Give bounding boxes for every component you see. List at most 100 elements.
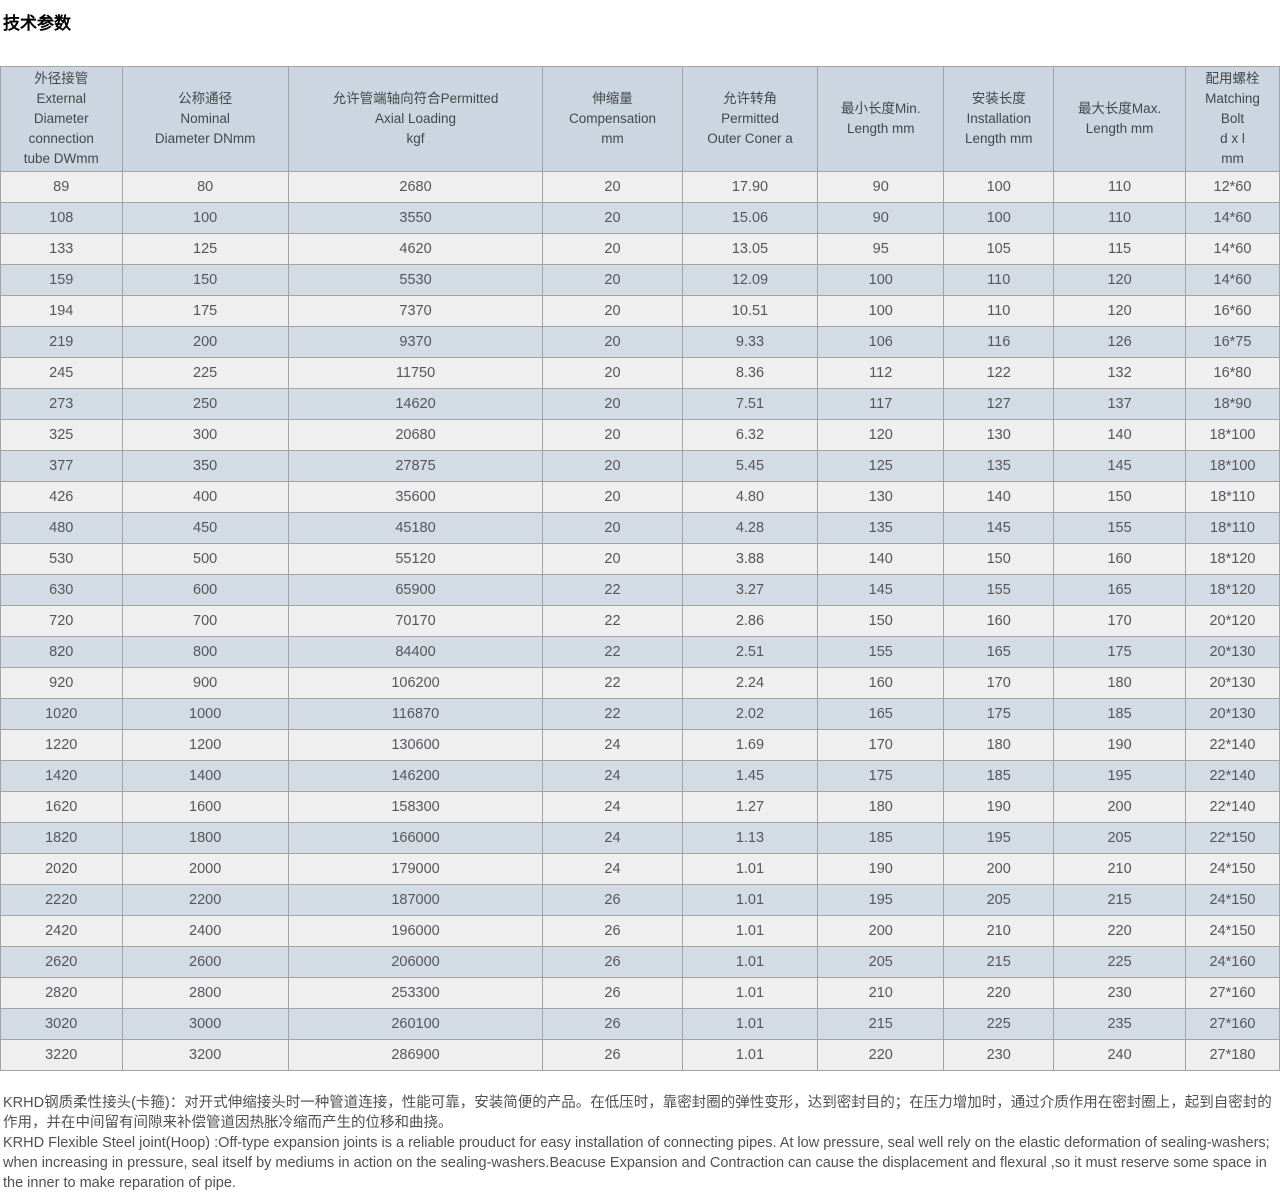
page-title: 技术参数 xyxy=(3,14,71,33)
table-cell: 1.13 xyxy=(681,822,819,854)
table-cell: 530 xyxy=(0,543,123,575)
table-cell: 185 xyxy=(943,760,1055,792)
table-row: 133 125 4620 20 13.05 95 105 115 14*60 xyxy=(0,233,1280,265)
table-cell: 17.90 xyxy=(681,171,819,203)
table-cell: 1.01 xyxy=(681,977,819,1009)
table-cell: 175 xyxy=(817,760,945,792)
table-cell: 195 xyxy=(1053,760,1186,792)
table-cell: 20 xyxy=(542,450,683,482)
table-cell: 1.01 xyxy=(681,915,819,947)
table-cell: 20 xyxy=(542,326,683,358)
table-cell: 1.01 xyxy=(681,884,819,916)
table-cell: 206000 xyxy=(287,946,544,978)
table-cell: 27875 xyxy=(287,450,544,482)
table-cell: 84400 xyxy=(287,636,544,668)
table-cell: 240 xyxy=(1053,1039,1186,1071)
table-cell: 1.27 xyxy=(681,791,819,823)
table-cell: 180 xyxy=(943,729,1055,761)
table-cell: 26 xyxy=(542,915,683,947)
table-row: 920 900 106200 22 2.24 160 170 180 20*130 xyxy=(0,667,1280,699)
table-cell: 219 xyxy=(0,326,123,358)
table-cell: 4.28 xyxy=(681,512,819,544)
table-cell: 126 xyxy=(1053,326,1186,358)
table-cell: 2.51 xyxy=(681,636,819,668)
table-cell: 195 xyxy=(943,822,1055,854)
table-cell: 3.88 xyxy=(681,543,819,575)
table-row: 480 450 45180 20 4.28 135 145 155 18*110 xyxy=(0,512,1280,544)
table-cell: 1400 xyxy=(121,760,289,792)
table-cell: 1.01 xyxy=(681,1008,819,1040)
table-cell: 130600 xyxy=(287,729,544,761)
table-cell: 4620 xyxy=(287,233,544,265)
table-cell: 160 xyxy=(1053,543,1186,575)
table-cell: 325 xyxy=(0,419,123,451)
table-cell: 150 xyxy=(1053,481,1186,513)
table-cell: 22 xyxy=(542,698,683,730)
table-cell: 24*150 xyxy=(1184,884,1280,916)
table-cell: 7370 xyxy=(287,295,544,327)
table-row: 3220 3200 286900 26 1.01 220 230 240 27*180 xyxy=(0,1039,1280,1071)
table-cell: 9370 xyxy=(287,326,544,358)
table-cell: 190 xyxy=(817,853,945,885)
table-cell: 2.24 xyxy=(681,667,819,699)
table-cell: 165 xyxy=(943,636,1055,668)
table-cell: 205 xyxy=(1053,822,1186,854)
table-cell: 150 xyxy=(817,605,945,637)
table-cell: 145 xyxy=(817,574,945,606)
table-cell: 110 xyxy=(943,264,1055,296)
table-cell: 22*140 xyxy=(1184,791,1280,823)
table-cell: 22 xyxy=(542,605,683,637)
table-cell: 145 xyxy=(943,512,1055,544)
table-cell: 8.36 xyxy=(681,357,819,389)
table-row: 1020 1000 116870 22 2.02 165 175 185 20*130 xyxy=(0,698,1280,730)
table-row: 159 150 5530 20 12.09 100 110 120 14*60 xyxy=(0,264,1280,296)
header-row: 外径接管 External Diameter connection tube D… xyxy=(0,66,1280,172)
table-cell: 106200 xyxy=(287,667,544,699)
table-cell: 14*60 xyxy=(1184,264,1280,296)
table-cell: 18*110 xyxy=(1184,481,1280,513)
table-cell: 22 xyxy=(542,574,683,606)
table-cell: 7.51 xyxy=(681,388,819,420)
table-cell: 20680 xyxy=(287,419,544,451)
table-cell: 120 xyxy=(1053,295,1186,327)
table-cell: 26 xyxy=(542,1039,683,1071)
table-cell: 26 xyxy=(542,1008,683,1040)
table-cell: 220 xyxy=(1053,915,1186,947)
table-cell: 133 xyxy=(0,233,123,265)
table-cell: 273 xyxy=(0,388,123,420)
table-cell: 14*60 xyxy=(1184,233,1280,265)
table-row: 245 225 11750 20 8.36 112 122 132 16*80 xyxy=(0,357,1280,389)
table-cell: 155 xyxy=(943,574,1055,606)
table-cell: 90 xyxy=(817,171,945,203)
table-cell: 170 xyxy=(1053,605,1186,637)
table-cell: 185 xyxy=(817,822,945,854)
table-cell: 100 xyxy=(121,202,289,234)
table-cell: 190 xyxy=(1053,729,1186,761)
table-cell: 160 xyxy=(943,605,1055,637)
table-cell: 22*140 xyxy=(1184,760,1280,792)
description-chinese: KRHD钢质柔性接头(卡箍)：对开式伸缩接头时一种管道连接，性能可靠，安装简便的… xyxy=(3,1095,1272,1131)
table-cell: 45180 xyxy=(287,512,544,544)
table-cell: 2420 xyxy=(0,915,123,947)
table-cell: 230 xyxy=(943,1039,1055,1071)
table-cell: 2800 xyxy=(121,977,289,1009)
table-cell: 160 xyxy=(817,667,945,699)
table-cell: 400 xyxy=(121,481,289,513)
table-cell: 253300 xyxy=(287,977,544,1009)
table-cell: 2400 xyxy=(121,915,289,947)
table-cell: 10.51 xyxy=(681,295,819,327)
table-row: 2620 2600 206000 26 1.01 205 215 225 24*160 xyxy=(0,946,1280,978)
table-row: 2020 2000 179000 24 1.01 190 200 210 24*150 xyxy=(0,853,1280,885)
table-cell: 120 xyxy=(817,419,945,451)
table-cell: 190 xyxy=(943,791,1055,823)
table-cell: 630 xyxy=(0,574,123,606)
table-cell: 116870 xyxy=(287,698,544,730)
table-cell: 16*75 xyxy=(1184,326,1280,358)
table-row: 2820 2800 253300 26 1.01 210 220 230 27*160 xyxy=(0,977,1280,1009)
table-cell: 12*60 xyxy=(1184,171,1280,203)
table-row: 1420 1400 146200 24 1.45 175 185 195 22*140 xyxy=(0,760,1280,792)
table-cell: 27*180 xyxy=(1184,1039,1280,1071)
table-cell: 130 xyxy=(817,481,945,513)
table-cell: 1.01 xyxy=(681,946,819,978)
table-cell: 1620 xyxy=(0,791,123,823)
